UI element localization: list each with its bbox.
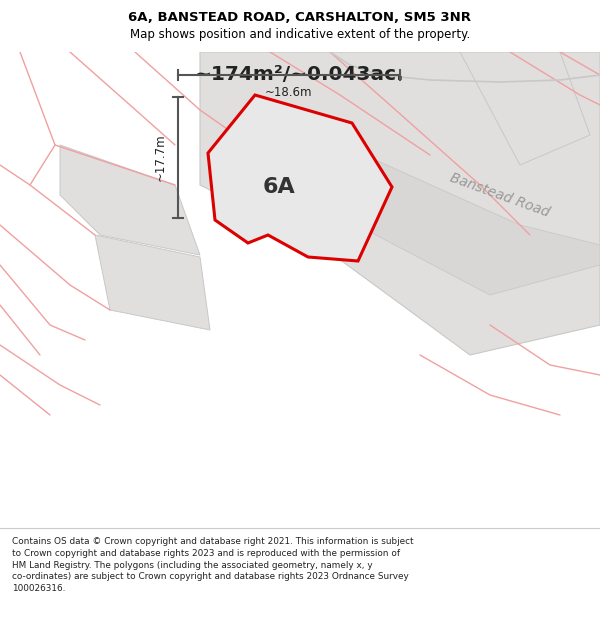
Text: ~18.6m: ~18.6m xyxy=(265,86,313,99)
Polygon shape xyxy=(460,52,590,165)
Polygon shape xyxy=(200,52,600,355)
Text: Contains OS data © Crown copyright and database right 2021. This information is : Contains OS data © Crown copyright and d… xyxy=(12,537,413,593)
Text: Map shows position and indicative extent of the property.: Map shows position and indicative extent… xyxy=(130,28,470,41)
Polygon shape xyxy=(60,145,200,255)
Text: 6A: 6A xyxy=(263,177,296,197)
Text: 6A, BANSTEAD ROAD, CARSHALTON, SM5 3NR: 6A, BANSTEAD ROAD, CARSHALTON, SM5 3NR xyxy=(128,11,472,24)
Text: ~174m²/~0.043ac.: ~174m²/~0.043ac. xyxy=(195,66,405,84)
Polygon shape xyxy=(208,95,392,261)
Text: ~17.7m: ~17.7m xyxy=(154,134,167,181)
Text: Banstead Road: Banstead Road xyxy=(448,171,552,219)
Polygon shape xyxy=(95,235,210,330)
Polygon shape xyxy=(300,135,600,295)
